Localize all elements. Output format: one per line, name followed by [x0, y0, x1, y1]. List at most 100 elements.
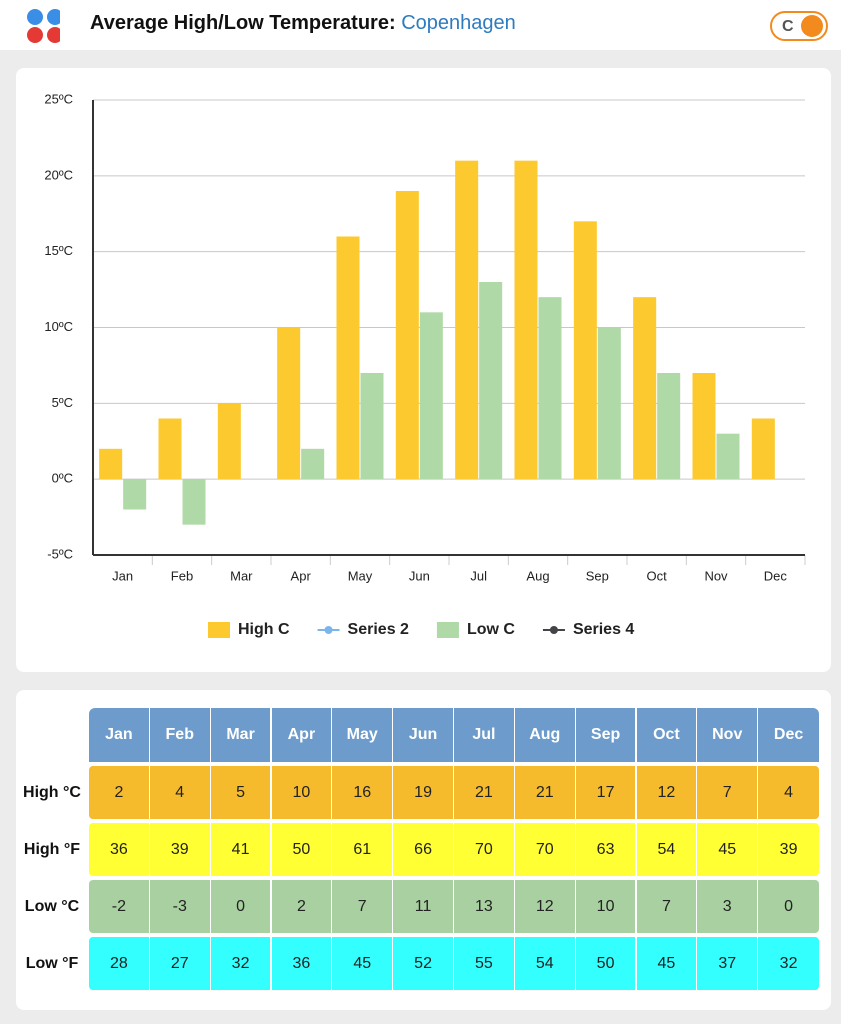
table-cell: 45 — [332, 937, 394, 990]
x-tick-label: Aug — [526, 568, 549, 583]
table-cell: 10 — [575, 880, 637, 933]
bar — [158, 418, 182, 480]
y-tick-label: 20ºC — [44, 167, 73, 182]
title-text: Average High/Low Temperature: — [90, 12, 396, 34]
table-cell: 39 — [758, 823, 819, 876]
bar — [538, 297, 562, 480]
column-header: May — [332, 708, 394, 762]
legend-label: Low C — [467, 621, 515, 638]
bar — [633, 297, 657, 480]
table-cell: 10 — [271, 766, 333, 819]
legend-item: Series 4 — [542, 621, 634, 638]
column-header: Jan — [89, 708, 150, 762]
y-tick-label: 25ºC — [44, 91, 73, 106]
table-cell: 39 — [149, 823, 211, 876]
x-tick-label: Oct — [647, 568, 668, 583]
table-cell: 0 — [758, 880, 819, 933]
legend-marker — [324, 626, 333, 634]
table-cell: 19 — [393, 766, 454, 819]
legend-item: Low C — [436, 621, 515, 638]
legend-marker — [549, 626, 558, 634]
bar — [597, 327, 621, 480]
table-cell: 11 — [393, 880, 454, 933]
bar — [99, 448, 123, 480]
table-cell: 21 — [514, 766, 576, 819]
legend-item: Series 2 — [317, 621, 409, 638]
table-cell: 50 — [575, 937, 637, 990]
city[interactable]: Copenhagen — [401, 12, 516, 34]
x-tick-label: Apr — [291, 568, 312, 583]
table-cell: 70 — [454, 823, 515, 876]
table-cell: 12 — [514, 880, 576, 933]
bar — [123, 479, 147, 510]
bar — [301, 448, 325, 480]
table-cell: 52 — [393, 937, 454, 990]
legend-swatch — [436, 622, 459, 638]
bar — [395, 191, 419, 480]
table-cell: 37 — [697, 937, 759, 990]
x-tick-label: Nov — [704, 568, 728, 583]
header: Average High/Low Temperature: Copenhagen… — [0, 0, 841, 50]
table-cell: 3 — [697, 880, 759, 933]
x-tick-label: Jul — [470, 568, 487, 583]
x-tick-label: Jan — [112, 568, 133, 583]
column-header: Jul — [454, 708, 515, 762]
x-tick-label: Sep — [586, 568, 609, 583]
column-header: Mar — [210, 708, 272, 762]
table-cell: 21 — [454, 766, 515, 819]
table-cell: 55 — [454, 937, 515, 990]
table-cell: 32 — [210, 937, 272, 990]
y-tick-label: 10ºC — [44, 319, 73, 334]
legend-label: Series 4 — [573, 621, 634, 638]
bar — [182, 479, 206, 525]
table-cell: -2 — [89, 880, 150, 933]
table-cell: 54 — [636, 823, 698, 876]
bar — [479, 282, 503, 480]
table-cell: 7 — [332, 880, 394, 933]
table-cell: 16 — [332, 766, 394, 819]
row-label: Low °F — [25, 954, 79, 972]
bar — [360, 373, 384, 480]
bar — [455, 160, 479, 480]
unit-toggle[interactable]: C — [770, 11, 828, 41]
table-cell: 45 — [697, 823, 759, 876]
app-icon — [27, 9, 60, 43]
table-cell: 4 — [758, 766, 819, 819]
column-header: Jun — [393, 708, 454, 762]
toggle-label: C — [782, 18, 794, 35]
column-header: Oct — [636, 708, 698, 762]
table-cell: 12 — [636, 766, 698, 819]
title: Average High/Low Temperature: Copenhagen — [90, 12, 516, 35]
table-cell: 7 — [697, 766, 759, 819]
row-label: High °F — [23, 840, 81, 858]
column-header: Nov — [697, 708, 759, 762]
table-cell: 27 — [149, 937, 211, 990]
column-header: Feb — [149, 708, 211, 762]
x-tick-label: Dec — [764, 568, 788, 583]
chart: -5ºC 0ºC 5ºC 10ºC 15ºC 20ºC 25ºC Jan Feb Mar Apr Ma… — [44, 91, 806, 638]
column-header: Aug — [514, 708, 576, 762]
table-card: Jan Feb Mar Apr May Jun Jul Aug Sep Oct Nov Dec High… — [16, 690, 831, 1010]
table-cell: 28 — [89, 937, 150, 990]
bar — [514, 160, 538, 480]
bar — [336, 236, 360, 480]
table-cell: -3 — [149, 880, 211, 933]
row-label: High °C — [23, 783, 81, 801]
x-tick-label: Jun — [409, 568, 430, 583]
bar — [573, 221, 597, 480]
table-cell: 7 — [636, 880, 698, 933]
x-tick-label: Mar — [230, 568, 253, 583]
bar — [692, 373, 716, 480]
table-cell: 54 — [514, 937, 576, 990]
table-cell: 2 — [271, 880, 333, 933]
y-tick-label: 5ºC — [52, 395, 73, 410]
table-cell: 70 — [514, 823, 576, 876]
table-cell: 41 — [210, 823, 272, 876]
table-cell: 2 — [89, 766, 150, 819]
table-cell: 17 — [575, 766, 637, 819]
table-cell: 13 — [454, 880, 515, 933]
bar — [277, 327, 301, 480]
table-cell: 32 — [758, 937, 819, 990]
y-tick-label: -5ºC — [47, 546, 73, 561]
